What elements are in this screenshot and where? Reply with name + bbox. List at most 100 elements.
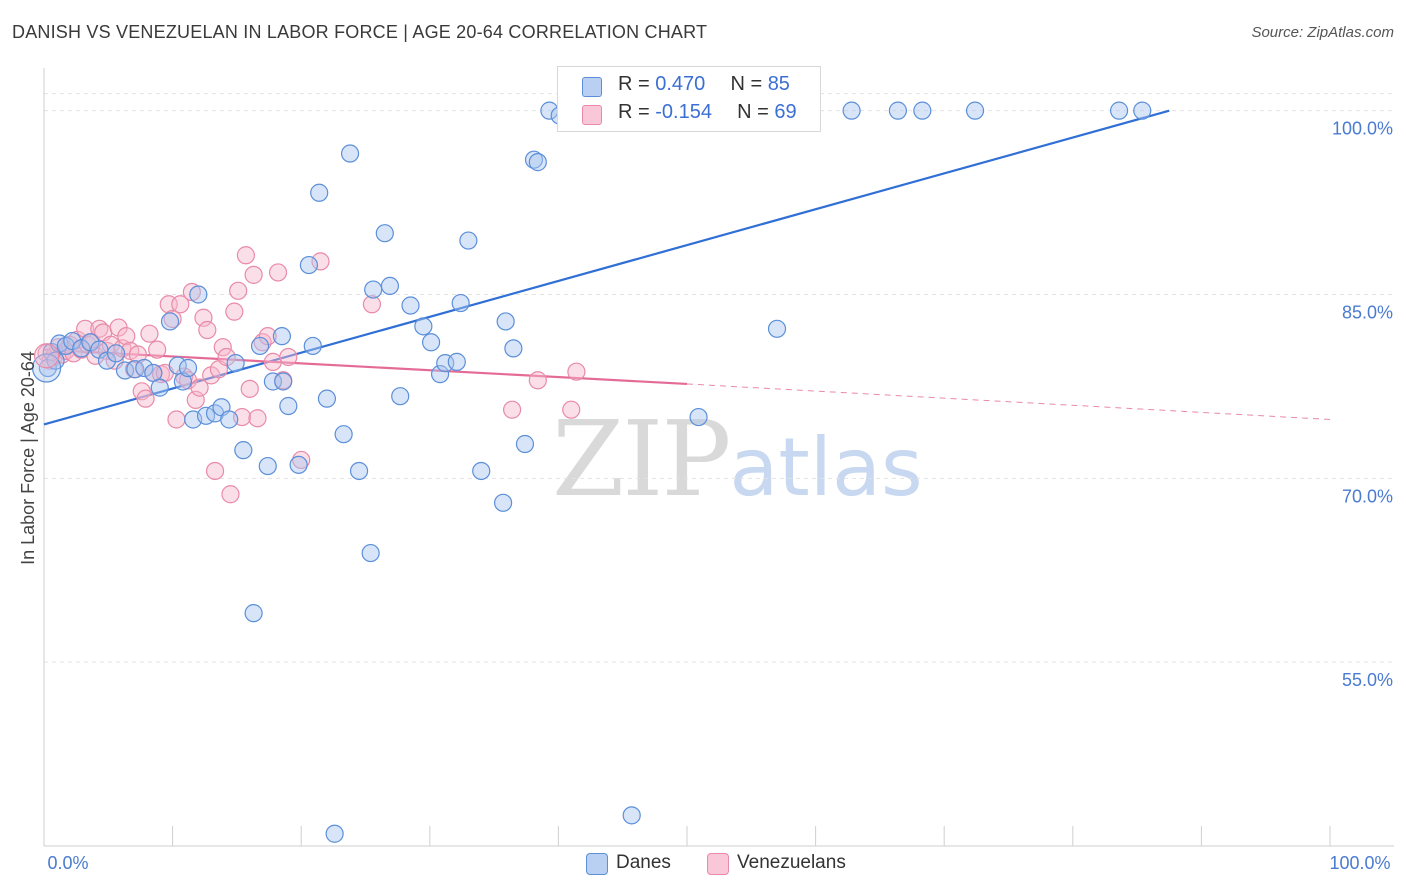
danes-point [430,365,450,384]
danes-point [401,296,420,315]
venezuelans-point [213,338,232,357]
venezuelans-point [244,265,263,284]
danes-r-value: 0.470 [655,73,706,95]
venezuelans-point [140,324,159,343]
venezuelans-point [205,461,225,481]
danes-point [226,354,245,373]
venezuelans-point [190,378,209,397]
danes-point [1133,101,1152,120]
danes-point [391,387,410,406]
venezuelans-point [217,347,236,367]
danes-n-label: N = [730,73,768,95]
venezuelans-point [171,295,190,314]
x-tick-label: 0.0% [47,853,88,873]
danes-point [178,358,198,378]
y-tick-label: 55.0% [1342,670,1393,690]
danes-point [451,293,470,313]
danes-point [459,231,478,250]
legend-danes-text: R = 0.470 N = 85 [618,73,790,96]
danes-point [622,806,641,825]
danes-point [234,441,253,460]
danes-point [263,372,283,391]
venezuelans-point [362,295,382,314]
danes-point [160,312,180,331]
venezuelans-point [117,327,136,346]
venezuelans-n-label: N = [737,101,775,123]
danes-point [303,336,322,356]
danes-point [414,317,433,336]
venezuelans-point [311,252,330,271]
venezuelans-point [236,246,256,265]
danes-point [334,425,353,444]
danes-point [375,224,394,243]
danes-point [310,183,329,202]
venezuelans-point [248,409,267,428]
source-credit: Source: ZipAtlas.com [1251,24,1394,41]
venezuelans-point [229,281,248,300]
danes-point [504,339,523,358]
venezuelans-point [292,450,311,470]
trend-lines [43,109,1331,426]
venezuelans-point [225,302,244,321]
danes-point [364,280,383,299]
venezuelans-point [240,379,259,398]
watermark-atlas: atlas [729,421,923,514]
venezuelans-point [258,327,277,346]
danes-legend-icon [586,853,608,875]
danes-point [72,339,91,358]
venezuelans-point [528,371,547,390]
danes-point [528,153,547,172]
danes-point [299,255,319,275]
danes-point [258,456,277,476]
danes-point [447,352,466,371]
venezuelans-trend-extension [686,383,1331,420]
venezuelans-r-value: -0.154 [655,101,712,123]
venezuelans-legend-icon [707,853,729,875]
danes-point [421,333,441,352]
danes-point [173,372,192,391]
correlation-legend: R = 0.470 N = 85 R = -0.154 N = 69 [557,66,821,132]
danes-point [965,101,985,120]
danes-legend-label: Danes [616,852,671,873]
danes-point [325,824,344,843]
danes-point [189,285,208,304]
danes-r-label: R = [618,73,656,95]
venezuelans-point [167,410,186,429]
danes-point [106,344,126,363]
danes-point [279,396,298,416]
legend-venezuelans-text: R = -0.154 N = 69 [618,101,797,124]
venezuelans-cluster-point [33,343,60,369]
venezuelans-legend-label: Venezuelans [737,852,846,873]
venezuelans-point [198,320,217,340]
watermark-zip: ZIP [552,398,731,520]
axis-labels: 55.0% 70.0% 85.0% 100.0% 0.0% 100.0% In Labor … [18,119,1393,873]
danes-point [494,493,513,512]
venezuelans-point [268,263,288,282]
danes-point [888,101,908,120]
danes-point [1109,101,1129,120]
danes-point [274,372,293,391]
y-tick-label: 70.0% [1342,486,1393,506]
danes-point [515,434,535,454]
venezuelans-point [136,389,155,408]
chart-title: DANISH VS VENEZUELAN IN LABOR FORCE | AG… [12,22,708,42]
danes-trend-line [43,109,1170,426]
danes-point [913,101,932,120]
venezuelans-point [221,485,240,504]
danes-point [349,461,369,481]
danes-point [361,543,380,563]
danes-point [289,455,308,474]
danes-point [135,358,154,378]
danes-point [244,604,263,623]
venezuelans-swatch-icon [582,105,602,125]
data-points [31,101,1152,843]
danes-point [220,410,239,429]
danes-point [496,312,515,331]
danes-swatch-icon [582,77,602,97]
danes-point [767,319,787,338]
danes-point [272,327,292,346]
venezuelans-n-value: 69 [774,101,797,123]
grid-lines [44,93,1394,663]
danes-point [380,276,400,296]
danes-point [472,461,491,481]
